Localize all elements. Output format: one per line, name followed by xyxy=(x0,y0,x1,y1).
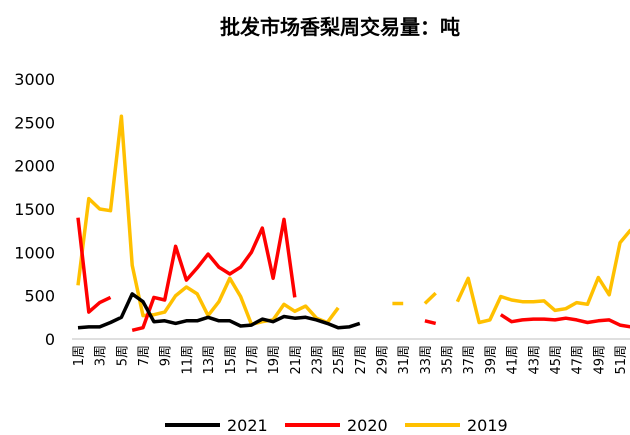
x-tick-label: 33周 xyxy=(419,345,434,375)
y-tick-label: 3000 xyxy=(14,70,55,89)
legend-label: 2019 xyxy=(467,416,508,435)
y-tick-label: 0 xyxy=(45,330,55,349)
x-tick-label: 23周 xyxy=(310,345,325,375)
x-tick-label: 9周 xyxy=(159,345,174,366)
y-tick-label: 2000 xyxy=(14,157,55,176)
x-tick-label: 31周 xyxy=(397,345,412,375)
series-line xyxy=(76,114,630,327)
x-tick-label: 49周 xyxy=(592,345,607,375)
series-line xyxy=(76,217,630,333)
x-tick-label: 35周 xyxy=(441,345,456,375)
x-tick-label: 5周 xyxy=(115,345,130,366)
x-tick-label: 39周 xyxy=(484,345,499,375)
x-tick-label: 1周 xyxy=(72,345,87,366)
x-tick-label: 13周 xyxy=(202,345,217,375)
legend-label: 2020 xyxy=(347,416,388,435)
legend-label: 2021 xyxy=(227,416,268,435)
x-tick-label: 43周 xyxy=(527,345,542,375)
x-tick-label: 37周 xyxy=(462,345,477,375)
x-tick-label: 19周 xyxy=(267,345,282,375)
x-tick-label: 27周 xyxy=(354,345,369,375)
x-tick-label: 3周 xyxy=(94,345,109,366)
x-tick-label: 21周 xyxy=(289,345,304,375)
x-tick-label: 17周 xyxy=(245,345,260,375)
x-tick-label: 29周 xyxy=(376,345,391,375)
x-tick-label: 47周 xyxy=(571,345,586,375)
x-tick-label: 51周 xyxy=(614,345,629,375)
x-tick-label: 25周 xyxy=(332,345,347,375)
x-tick-label: 15周 xyxy=(224,345,239,375)
chart-title: 批发市场香梨周交易量：吨 xyxy=(220,15,460,39)
x-tick-label: 45周 xyxy=(549,345,564,375)
y-tick-label: 1000 xyxy=(14,243,55,262)
x-tick-label: 7周 xyxy=(137,345,152,366)
x-tick-label: 41周 xyxy=(506,345,521,375)
y-tick-label: 500 xyxy=(24,287,55,306)
y-tick-label: 1500 xyxy=(14,200,55,219)
x-tick-label: 11周 xyxy=(180,345,195,375)
y-tick-label: 2500 xyxy=(14,113,55,132)
series-line xyxy=(77,292,361,330)
